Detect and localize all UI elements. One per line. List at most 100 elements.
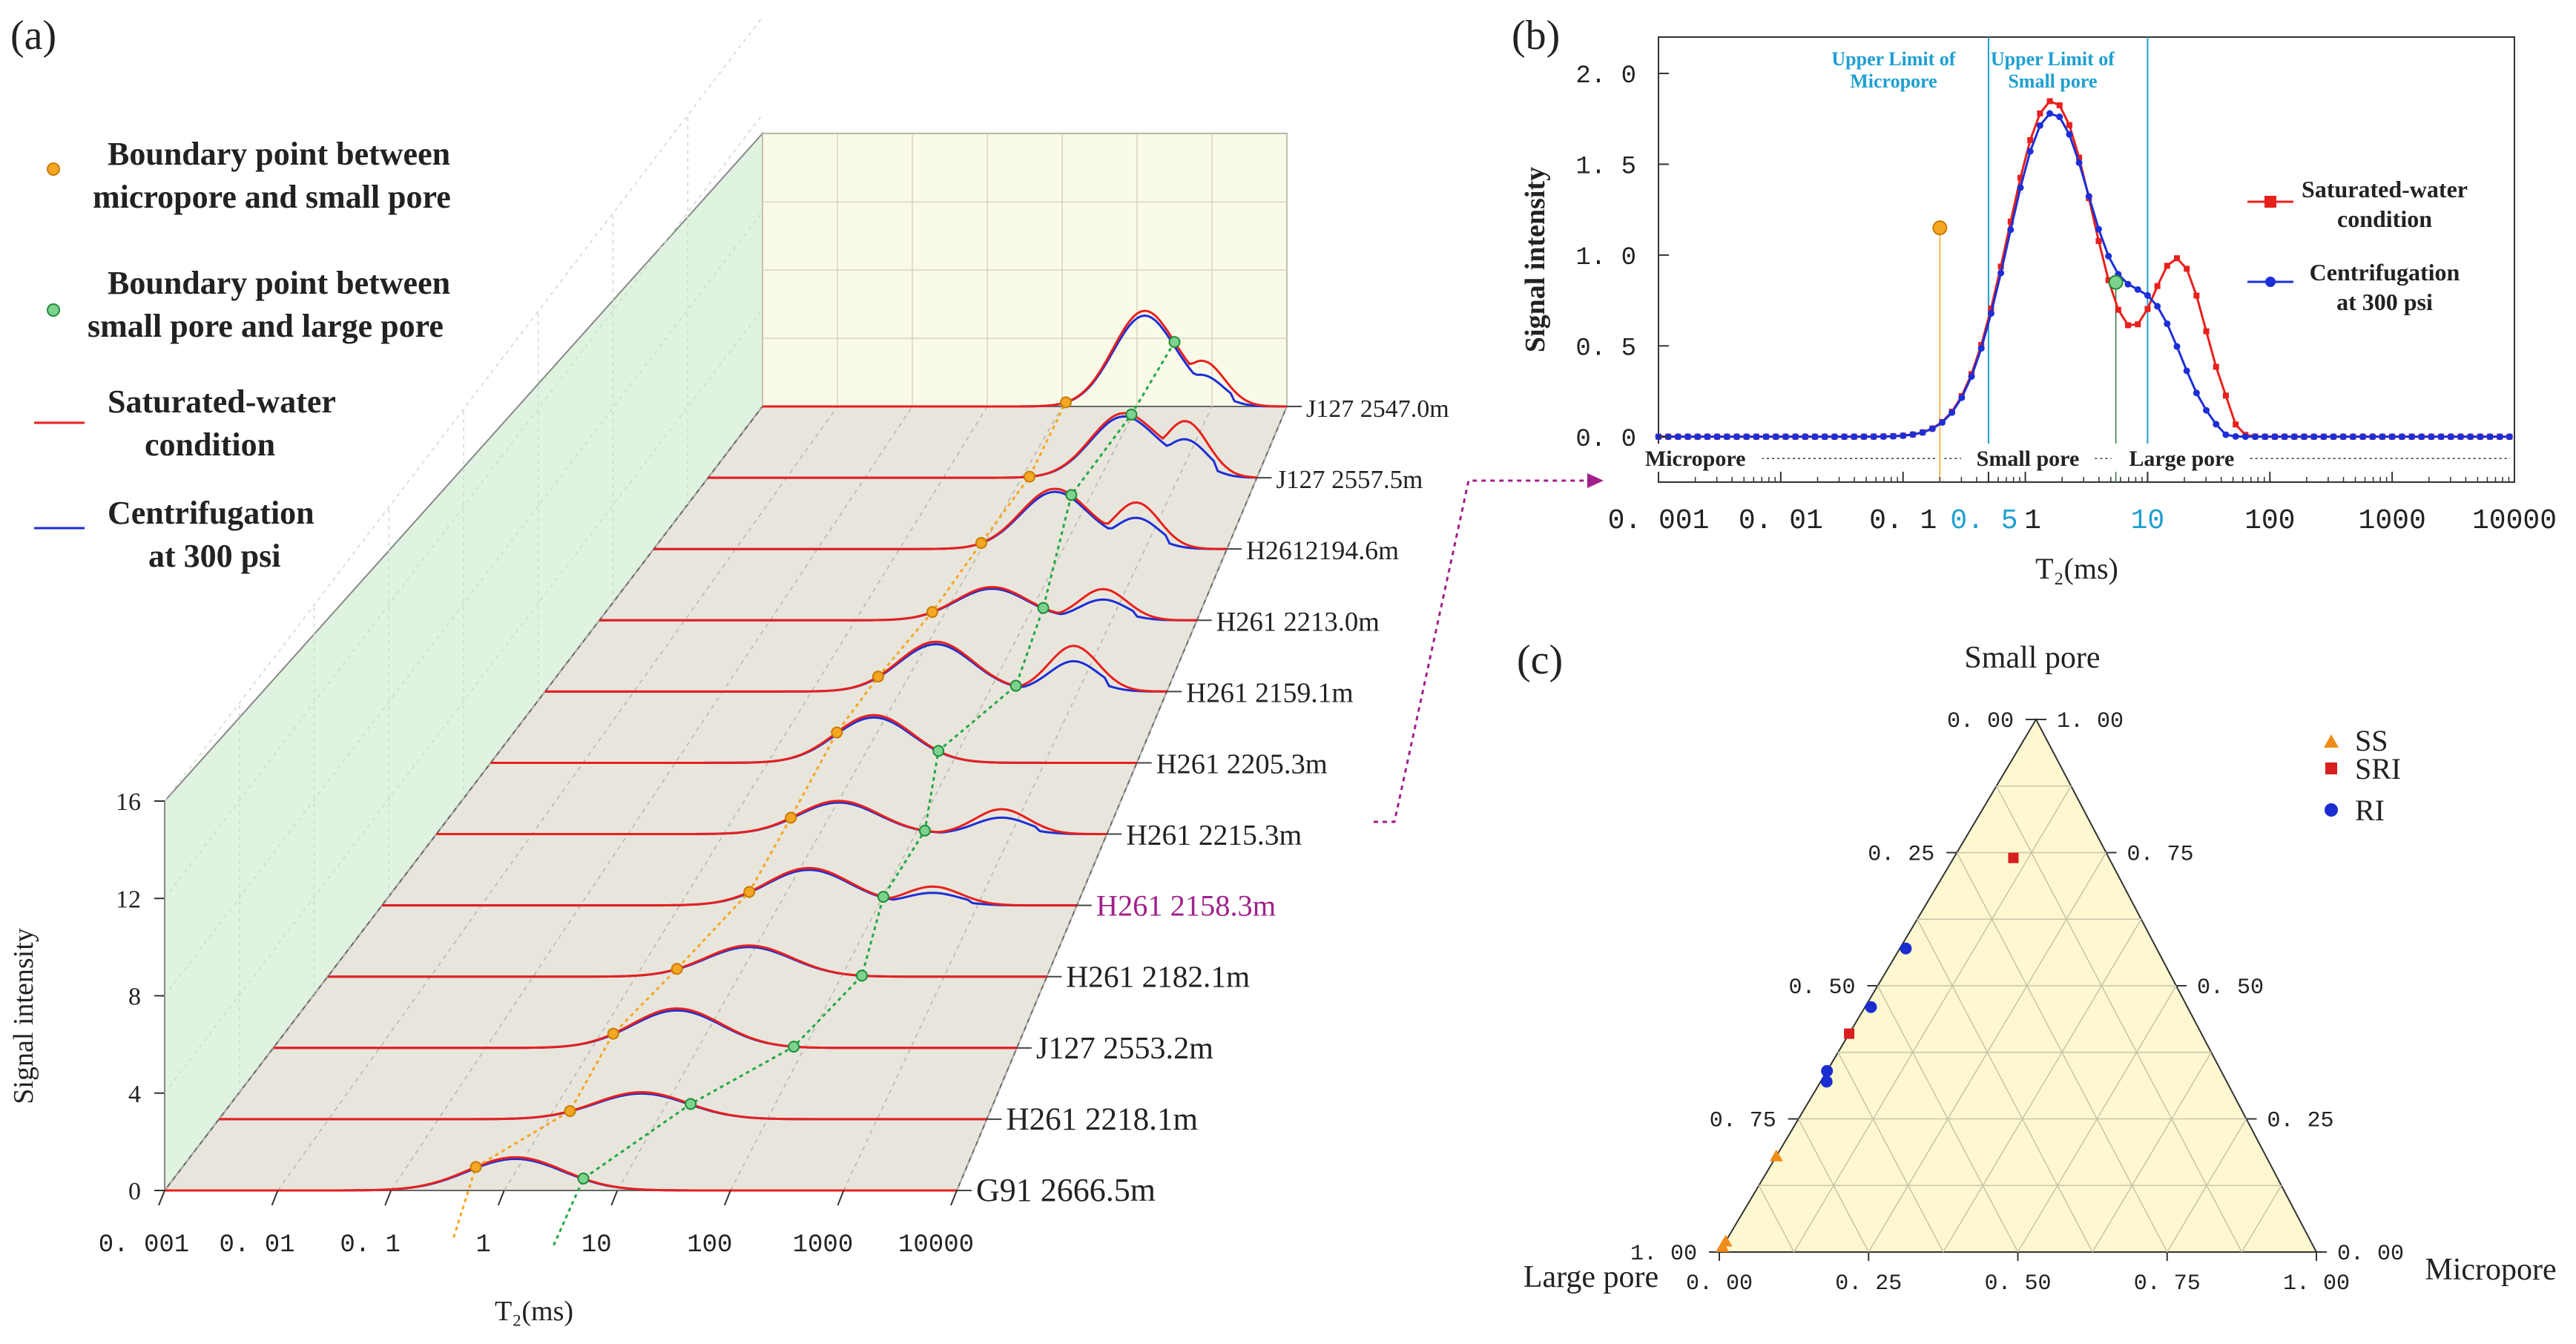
connector-arrow-icon xyxy=(1587,473,1604,488)
ternary-grid-line xyxy=(1995,785,2243,1253)
limit-label-line1: Upper Limit of xyxy=(1991,48,2115,70)
legend-b-item-1-line1: Saturated-water xyxy=(2302,176,2468,202)
left-wall-grid-line xyxy=(164,309,763,1094)
sample-curve-group xyxy=(490,714,1137,764)
left-wall-grid-line xyxy=(164,211,763,996)
micro-small-boundary-point xyxy=(975,537,987,550)
ternary-top-axis-title: Small pore xyxy=(1964,641,2100,675)
legend-item-1-line2: micropore and small pore xyxy=(93,179,451,215)
plot-frame-b xyxy=(1658,36,2515,483)
centrifuged-point xyxy=(1772,433,1779,441)
sample-label: G91 2666.5m xyxy=(976,1172,1156,1208)
panel-b-label: (b) xyxy=(1512,13,1560,59)
y-tick-label-a: 12 xyxy=(116,886,141,913)
legend-item-4-line2: at 300 psi xyxy=(148,538,280,574)
centrifuged-point xyxy=(2447,433,2454,441)
centrifuged-point xyxy=(2066,131,2073,138)
x-tick-label-a: 0. 1 xyxy=(340,1231,401,1259)
centrifuged-point xyxy=(2477,433,2484,441)
centrifuged-point xyxy=(1938,419,1946,426)
centrifuged-point xyxy=(2173,343,2181,350)
legend-b-item-2-line1: Centrifugation xyxy=(2310,259,2460,286)
saturated-point xyxy=(2135,321,2141,328)
centrifuged-point xyxy=(2359,433,2367,441)
sample-label: H261 2218.1m xyxy=(1006,1102,1198,1137)
x-tick-a xyxy=(610,1190,619,1206)
y-tick-label-a: 16 xyxy=(116,788,141,816)
x-tick-label-a: 10000 xyxy=(898,1231,974,1259)
ternary-left-tick-label: 0. 25 xyxy=(1868,843,1934,868)
centrifuged-point xyxy=(2369,433,2376,441)
ternary-right-tick-label: 0. 25 xyxy=(2267,1109,2334,1134)
centrifuged-point xyxy=(2418,433,2425,441)
saturated-point xyxy=(2144,306,2151,312)
centrifuged-point xyxy=(2457,433,2464,441)
small-large-boundary-point xyxy=(1009,679,1022,692)
plot-border-b xyxy=(1658,36,2515,483)
centrifuged-point xyxy=(2075,159,2083,166)
centrifuged-point xyxy=(2213,421,2220,428)
centrifuged-point xyxy=(2496,433,2503,441)
micro-small-boundary-point xyxy=(785,811,797,824)
centrifuged-point xyxy=(1762,433,1770,441)
ternary-left-tick-label: 0. 00 xyxy=(1947,709,2014,734)
micro-small-boundary-point xyxy=(564,1104,576,1117)
micro-small-boundary-point xyxy=(872,671,884,683)
saturated-point xyxy=(2193,292,2200,299)
legend-item-3-line1: Saturated-water xyxy=(108,383,336,420)
saturated-point xyxy=(2056,102,2063,108)
ternary-bottom-tick-label: 1. 00 xyxy=(2283,1271,2350,1297)
left-wall-grid-line xyxy=(164,16,763,802)
centrifuged-point xyxy=(1860,433,1868,441)
saturated-point xyxy=(2233,421,2239,428)
saturated-point xyxy=(1988,306,1994,312)
centrifuged-point xyxy=(2232,432,2239,440)
x-tick-label-b: 0. 1 xyxy=(1869,505,1937,537)
legend-orange-marker xyxy=(47,162,60,176)
sample-label: J127 2547.0m xyxy=(1306,395,1449,423)
centrifuged-point xyxy=(1811,433,1819,441)
centrifuged-point xyxy=(1713,433,1721,441)
centrifuged-point xyxy=(2330,433,2337,441)
sample-curve-group xyxy=(599,585,1197,622)
sample-label: J127 2553.2m xyxy=(1036,1031,1213,1066)
saturated-curve xyxy=(599,585,1197,622)
small-large-boundary-point xyxy=(1037,602,1050,614)
legend-ri-marker xyxy=(2325,803,2338,817)
ternary-right-tick-label: 1. 00 xyxy=(2057,709,2124,734)
sample-curve-group xyxy=(273,1007,1017,1050)
ternary-grid-line xyxy=(1798,1119,1869,1253)
centrifuged-point xyxy=(1890,432,1897,440)
ternary-bottom-tick-label: 0. 50 xyxy=(1984,1271,2051,1297)
x-tick-label-a: 100 xyxy=(687,1231,732,1259)
x-tick-a xyxy=(497,1190,505,1206)
ternary-grid-line xyxy=(1877,985,2019,1253)
centrifuged-point xyxy=(1743,433,1750,441)
ternary-bottom-tick-label: 0. 00 xyxy=(1686,1271,1753,1297)
sri-point xyxy=(2008,852,2019,863)
x-tick-label-b: 1000 xyxy=(2359,505,2426,537)
x-tick-a xyxy=(271,1190,279,1206)
saturated-point xyxy=(2125,322,2132,329)
y-tick-label-a: 0 xyxy=(128,1178,141,1205)
centrifuged-point xyxy=(2486,433,2494,441)
floor-grid-line xyxy=(504,406,988,1191)
centrifuged-point xyxy=(2281,433,2288,441)
centrifuged-point xyxy=(1841,433,1848,441)
small-large-boundary-point xyxy=(1065,489,1078,501)
saturated-point xyxy=(2154,283,2161,289)
x-tick-label-a: 10 xyxy=(582,1231,612,1259)
legend-a: Boundary point between micropore and sma… xyxy=(34,136,451,574)
centrifuged-point xyxy=(2271,433,2279,441)
x-tick-label-a: 0. 001 xyxy=(99,1231,189,1259)
ternary-right-tick-label: 0. 75 xyxy=(2127,843,2194,868)
wall-grid xyxy=(164,16,1288,1191)
ternary-bottom-tick-label: 0. 25 xyxy=(1835,1271,1902,1297)
centrifuged-point xyxy=(2437,433,2445,441)
centrifuged-point xyxy=(1977,345,1985,352)
centrifuged-point xyxy=(1782,433,1789,441)
centrifuged-point xyxy=(1821,433,1828,441)
panel-a-3d-waterfall: (a) G91 2666.5m H261 2218.1m J127 2553.2m H… xyxy=(8,13,1604,1327)
